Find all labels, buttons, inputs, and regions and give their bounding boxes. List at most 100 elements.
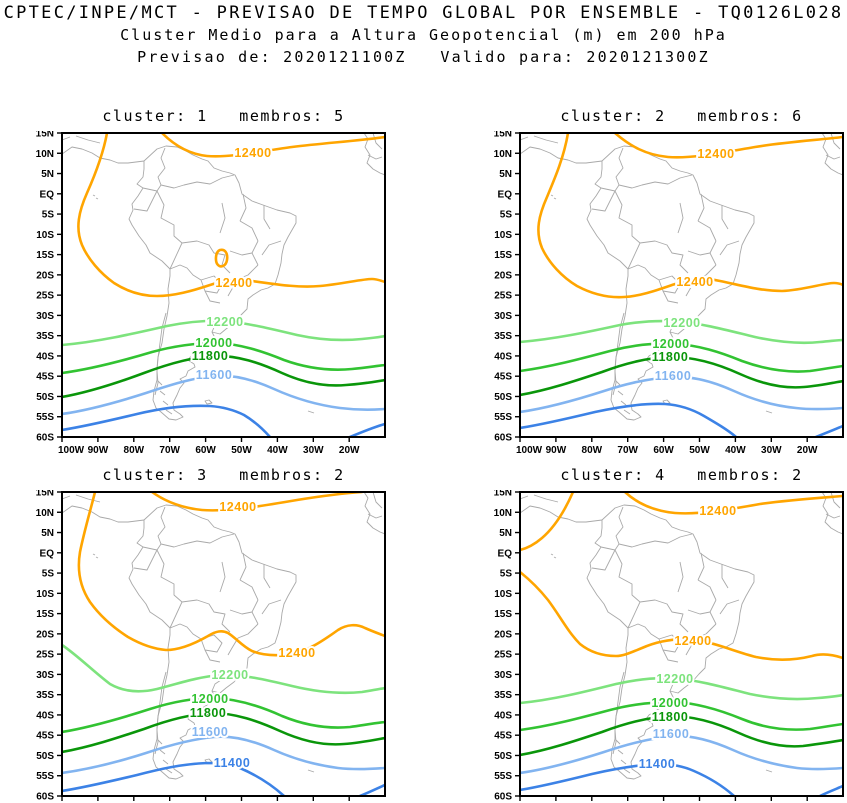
plot-frame <box>519 491 844 797</box>
lon-tick-label: 20W <box>339 445 360 456</box>
contour-line-11400 <box>520 762 736 796</box>
lon-tick-label: 30W <box>761 445 782 456</box>
lat-tick-label: 55S <box>494 771 512 782</box>
lat-tick-label: 25S <box>494 291 512 302</box>
lat-tick-label: EQ <box>40 548 55 559</box>
contour-label-11600: 11600 <box>192 725 229 739</box>
contour-label-11400: 11400 <box>214 756 251 770</box>
lat-tick-label: 30S <box>36 670 54 681</box>
figure-subtitle: Cluster Medio para a Altura Geopotencial… <box>120 26 727 44</box>
lat-tick-label: 55S <box>36 412 54 423</box>
lat-tick-label: 15N <box>494 490 512 499</box>
contour-line-11400 <box>520 402 738 437</box>
contour-label-12400: 12400 <box>676 275 713 289</box>
lat-tick-label: 20S <box>36 629 54 640</box>
lon-tick-label: 100W <box>58 445 85 456</box>
lat-tick-label: 45S <box>494 372 512 383</box>
lat-tick-label: 60S <box>494 792 512 803</box>
contour-label-12000: 12000 <box>191 692 228 706</box>
lon-tick-label: 40W <box>725 445 746 456</box>
contour-line-12200 <box>520 319 843 345</box>
contour-line-11600 <box>62 374 385 416</box>
contour-line-12400 <box>214 248 229 268</box>
figure-title: CPTEC/INPE/MCT - PREVISAO DE TEMPO GLOBA… <box>3 3 844 23</box>
lat-tick-label: 15N <box>36 131 54 140</box>
contour-label-12200: 12200 <box>663 316 700 330</box>
contour-line-11600 <box>62 735 385 775</box>
contour-line-12400 <box>613 133 843 159</box>
lat-tick-label: EQ <box>40 189 55 200</box>
contour-label-11800: 11800 <box>652 350 689 364</box>
contour-line-12200 <box>62 319 385 347</box>
lat-tick-label: 45S <box>36 731 54 742</box>
lon-tick-label: 70W <box>617 445 638 456</box>
lat-tick-label: 50S <box>36 751 54 762</box>
contour-line-12400 <box>160 133 385 158</box>
contour-label-12400: 12400 <box>674 634 711 648</box>
lat-tick-label: 45S <box>36 372 54 383</box>
lat-tick-label: 5S <box>42 210 55 221</box>
contour-label-11800: 11800 <box>190 706 227 720</box>
contour-label-11400: 11400 <box>639 757 676 771</box>
contour-line-11400 <box>62 404 272 437</box>
contour-line-12400 <box>520 570 843 661</box>
lat-tick-label: 50S <box>494 751 512 762</box>
lat-tick-label: 60S <box>36 792 54 803</box>
lat-tick-label: 30S <box>494 311 512 322</box>
lat-tick-label: 5S <box>500 569 513 580</box>
lat-tick-label: 35S <box>36 331 54 342</box>
contour-line-12000 <box>62 696 385 734</box>
lat-tick-label: 30S <box>36 311 54 322</box>
contour-label-12400: 12400 <box>699 504 736 518</box>
figure-validity-line: Previsao de: 2020121100Z Valido para: 20… <box>137 48 710 66</box>
lat-tick-label: 10N <box>494 508 512 519</box>
plot-frame <box>61 132 386 438</box>
contour-line-12200 <box>520 676 843 705</box>
contour-line-12400 <box>623 492 843 515</box>
lat-tick-label: 10S <box>494 589 512 600</box>
contour-line-11400 <box>814 424 843 437</box>
lon-tick-label: 100W <box>516 445 543 456</box>
lon-tick-label: 90W <box>546 445 567 456</box>
lat-tick-label: 20S <box>494 629 512 640</box>
lon-tick-label: 30W <box>303 445 324 456</box>
lat-tick-label: 10S <box>494 230 512 241</box>
lat-tick-label: EQ <box>498 189 513 200</box>
contour-label-11800: 11800 <box>652 710 689 724</box>
lat-tick-label: 40S <box>36 351 54 362</box>
contour-line-11400 <box>62 761 286 796</box>
lat-tick-label: 10N <box>36 149 54 160</box>
contour-label-12200: 12200 <box>211 668 248 682</box>
lat-tick-label: 55S <box>494 412 512 423</box>
lat-tick-label: 60S <box>494 433 512 444</box>
lat-tick-label: EQ <box>498 548 513 559</box>
lon-tick-label: 50W <box>689 445 710 456</box>
lon-tick-label: 50W <box>231 445 252 456</box>
lat-tick-label: 20S <box>494 270 512 281</box>
contour-line-11600 <box>520 734 843 775</box>
panel-title-cluster-1: cluster: 1 membros: 5 <box>102 107 345 125</box>
contour-label-12200: 12200 <box>206 315 243 329</box>
lat-tick-label: 15S <box>36 250 54 261</box>
panel-title-cluster-4: cluster: 4 membros: 2 <box>560 466 803 484</box>
lat-tick-label: 10N <box>494 149 512 160</box>
contour-label-12400: 12400 <box>278 646 315 660</box>
lat-tick-label: 25S <box>494 650 512 661</box>
lat-tick-label: 60S <box>36 433 54 444</box>
contour-line-12400 <box>77 492 385 657</box>
contour-line-12000 <box>62 341 385 375</box>
lat-tick-label: 5S <box>42 569 55 580</box>
panel-title-cluster-3: cluster: 3 membros: 2 <box>102 466 345 484</box>
lat-tick-label: 30S <box>494 670 512 681</box>
lat-tick-label: 5N <box>41 169 54 180</box>
lon-tick-label: 80W <box>124 445 145 456</box>
lat-tick-label: 25S <box>36 291 54 302</box>
contour-label-11600: 11600 <box>196 368 233 382</box>
lat-tick-label: 5N <box>41 528 54 539</box>
lon-tick-label: 90W <box>88 445 109 456</box>
lat-tick-label: 50S <box>494 392 512 403</box>
contour-label-11600: 11600 <box>655 369 692 383</box>
